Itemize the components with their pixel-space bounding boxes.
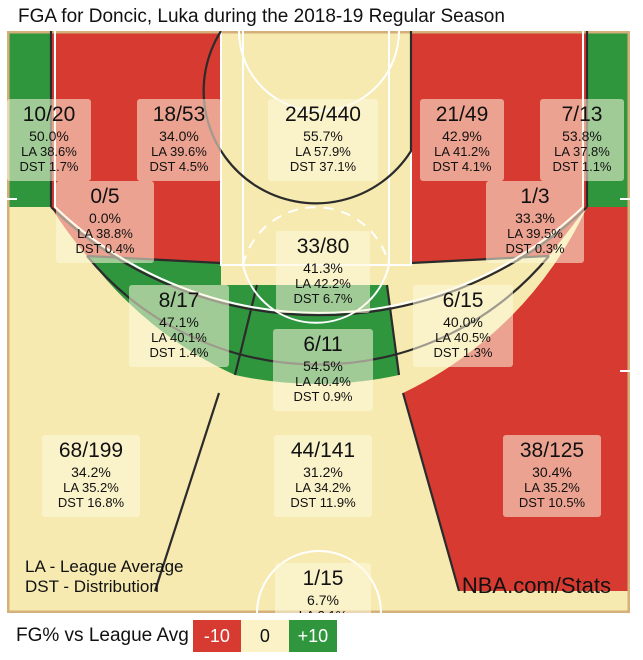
legend-league-average: 0 [240, 620, 289, 652]
zone-distribution: DST 11.9% [290, 495, 356, 510]
zone-label-backcourt: 1/156.7%LA 3.1%DST 1.3% [275, 563, 371, 613]
zone-label-top-key-3: 44/141 31.2%LA 34.2%DST 11.9% [274, 435, 372, 517]
zone-shots: 10/20 [23, 103, 76, 126]
zone-boundary-line [153, 392, 221, 592]
zone-label-left-corner-3: 10/20 50.0%LA 38.6%DST 1.7% [7, 99, 91, 181]
zone-league-avg: LA 34.2% [295, 480, 351, 495]
zone-shots: 33/80 [297, 235, 350, 258]
zone-fg-pct: 41.3% [303, 260, 343, 276]
zone-league-avg: LA 42.2% [295, 276, 351, 291]
zone-league-avg: LA 35.2% [524, 480, 580, 495]
zone-distribution: DST 1.4% [149, 345, 208, 360]
zone-label-left-wing-above-break-3: 68/199 34.2%LA 35.2%DST 16.8% [42, 435, 140, 517]
zone-league-avg: LA 40.5% [435, 330, 491, 345]
center-circle [256, 550, 382, 613]
zone-boundary-line [385, 284, 401, 376]
zone-distribution: DST 0.4% [75, 241, 134, 256]
zone-league-avg: LA 37.8% [554, 144, 610, 159]
restricted-area-outline [202, 31, 413, 205]
zone-shots: 44/141 [291, 439, 355, 462]
distribution-note: DST - Distribution [25, 577, 159, 596]
zone-boundary-line [233, 284, 259, 376]
hash-marks [7, 198, 630, 372]
zone-shots: 18/53 [153, 103, 206, 126]
zone-fg-pct: 47.1% [159, 314, 199, 330]
zone-label-left-wing-3: 18/53 34.0%LA 39.6%DST 4.5% [137, 99, 221, 181]
zone-shots: 0/5 [90, 185, 119, 208]
zone-distribution: DST 1.7% [19, 159, 78, 174]
zone-distribution: DST 4.5% [149, 159, 208, 174]
shot-chart: 10/20 50.0% LA 38.6% DST 1.7% 18/53 34.0% LA 3… [7, 31, 630, 613]
zone-league-avg: LA 38.8% [77, 226, 133, 241]
zone-shots: 21/49 [436, 103, 489, 126]
zone-distribution: DST 1.1% [552, 159, 611, 174]
zone-distribution: DST 10.5% [519, 495, 586, 510]
zone-label-right-baseline-mid: 1/3 33.3%LA 39.5%DST 0.3% [486, 181, 584, 263]
zone-label-right-wing-above-break-3: 38/125 30.4%LA 35.2%DST 10.5% [503, 435, 601, 517]
zone-league-avg: LA 40.4% [295, 374, 351, 389]
zone-fg-pct: 53.8% [562, 128, 602, 144]
zone-shots: 7/13 [562, 103, 603, 126]
zone-shots: 38/125 [520, 439, 584, 462]
zone-fg-pct: 34.2% [71, 464, 111, 480]
zone-shots: 8/17 [159, 289, 200, 312]
zone-fg-pct: 42.9% [442, 128, 482, 144]
zone-league-avg: LA 35.2% [63, 480, 119, 495]
nba-stats-brand: NBA.com/Stats [462, 573, 611, 598]
zone-fg-pct: 34.0% [159, 128, 199, 144]
chart-title: FGA for Doncic, Luka during the 2018-19 … [18, 6, 505, 27]
zone-league-avg: LA 57.9% [295, 144, 351, 159]
zone-distribution: DST 6.7% [293, 291, 352, 306]
zone-shots: 245/440 [285, 103, 361, 126]
zone-distribution: DST 16.8% [58, 495, 125, 510]
legend: FG% vs League Avg -10 0 +10 [16, 620, 337, 652]
zone-distribution: DST 37.1% [290, 159, 357, 174]
zone-fg-pct: 6.7% [307, 592, 339, 608]
zone-fg-pct: 54.5% [303, 358, 343, 374]
zone-distribution: DST 4.1% [432, 159, 491, 174]
zone-distribution: DST 1.3% [433, 345, 492, 360]
zone-shots: 68/199 [59, 439, 123, 462]
zone-league-avg: LA 38.6% [21, 144, 77, 159]
zone-label-right-wing-3: 21/49 42.9%LA 41.2%DST 4.1% [420, 99, 504, 181]
zone-label-top-key-mid: 6/11 54.5%LA 40.4%DST 0.9% [273, 329, 373, 411]
zone-label-right-corner-3: 7/13 53.8%LA 37.8%DST 1.1% [540, 99, 624, 181]
zone-boundary-line [401, 392, 461, 592]
zone-label-paint-non-ra: 33/80 41.3%LA 42.2%DST 6.7% [276, 231, 370, 313]
zone-distribution: DST 0.3% [505, 241, 564, 256]
free-throw-circle-dashed [242, 206, 390, 266]
legend-above-average: +10 [288, 620, 337, 652]
free-throw-circle [242, 264, 390, 324]
zone-shots: 1/15 [303, 567, 344, 590]
zone-shots: 6/11 [303, 333, 342, 356]
zone-fg-pct: 55.7% [303, 128, 343, 144]
zone-shots: 6/15 [443, 289, 484, 312]
zone-label-restricted-area: 245/440 55.7%LA 57.9%DST 37.1% [268, 99, 378, 181]
zone-fg-pct: 30.4% [532, 464, 572, 480]
zone-label-right-elbow-mid: 6/15 40.0%LA 40.5%DST 1.3% [413, 285, 513, 367]
zone-fg-pct: 0.0% [89, 210, 121, 226]
zone-fg-pct: 50.0% [29, 128, 69, 144]
zone-fg-pct: 31.2% [303, 464, 343, 480]
zone-fg-pct: 40.0% [443, 314, 483, 330]
zone-league-avg: LA 3.1% [299, 608, 348, 613]
zone-league-avg: LA 40.1% [151, 330, 207, 345]
zone-shots: 1/3 [520, 185, 549, 208]
zone-label-left-baseline-mid: 0/5 0.0%LA 38.8%DST 0.4% [56, 181, 154, 263]
zone-league-avg: LA 39.5% [507, 226, 563, 241]
zone-league-avg: LA 39.6% [151, 144, 207, 159]
zone-fg-pct: 33.3% [515, 210, 555, 226]
zone-label-left-elbow-mid: 8/17 47.1%LA 40.1%DST 1.4% [129, 285, 229, 367]
legend-below-average: -10 [192, 620, 241, 652]
legend-title: FG% vs League Avg [16, 625, 189, 646]
zone-league-avg: LA 41.2% [434, 144, 490, 159]
league-average-note: LA - League Average [25, 557, 184, 576]
zone-distribution: DST 0.9% [293, 389, 352, 404]
